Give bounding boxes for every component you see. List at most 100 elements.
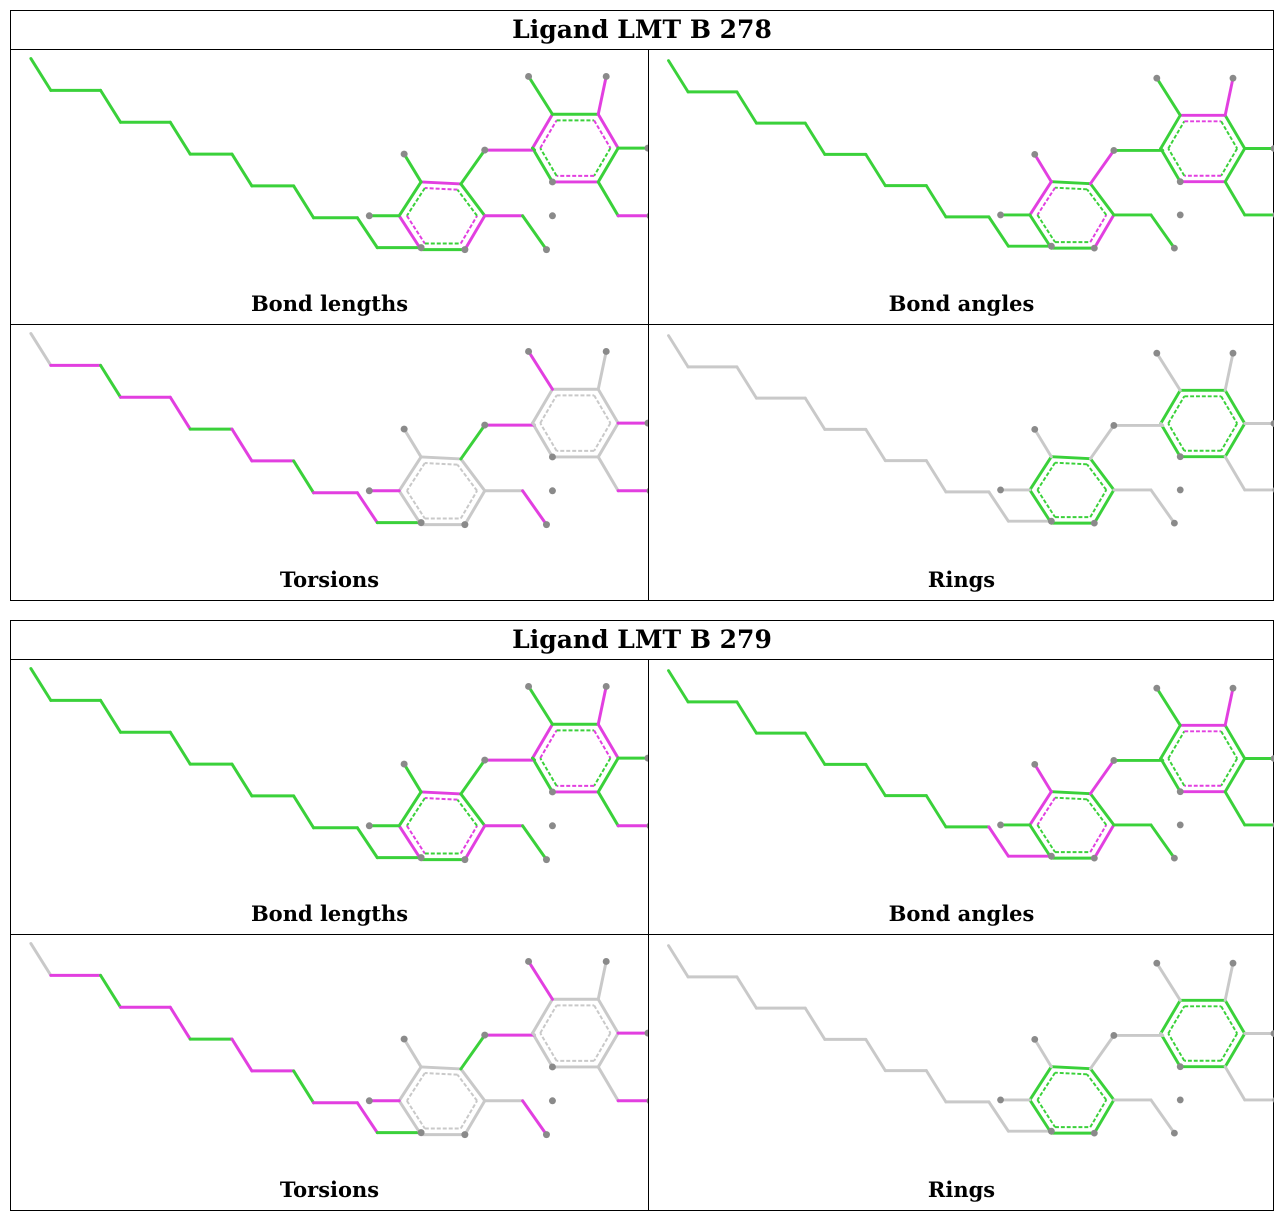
chain-bond: [355, 216, 379, 250]
ring-bond: [1223, 147, 1247, 184]
aromatic-bond: [1220, 730, 1238, 760]
atom-dot: [1176, 1063, 1184, 1071]
chain-bond: [924, 459, 948, 494]
panel-bond-lengths: Bond lengths: [11, 660, 649, 935]
chain-bond: [924, 794, 948, 829]
atom-dot: [602, 957, 610, 965]
substituent-bond: [596, 959, 608, 1001]
aromatic-bond: [1089, 824, 1108, 853]
aromatic-bond: [1220, 395, 1238, 425]
atom-dot: [1176, 178, 1184, 186]
chain-bond: [987, 490, 1010, 523]
molecule-diagram: [667, 59, 1274, 252]
substituent-bond: [596, 790, 620, 828]
aromatic-bond: [1036, 824, 1056, 853]
substituent-bond: [402, 427, 423, 459]
aromatic-bond: [1086, 188, 1108, 216]
ring-bond: [531, 146, 554, 184]
chain-bond: [168, 395, 192, 431]
molecule-diagram: [667, 669, 1274, 862]
atom-dot: [542, 1131, 550, 1139]
atom-dot: [1153, 684, 1161, 692]
substituent-bond: [1149, 488, 1176, 525]
substituent-bond: [521, 824, 548, 862]
substituent-bond: [1159, 1032, 1165, 1037]
panel-torsions: Torsions: [11, 935, 649, 1210]
panel-label: Bond lengths: [250, 291, 409, 316]
atom-dot: [1176, 1096, 1184, 1104]
substituent-bond: [1033, 1037, 1053, 1069]
substituent-bond: [1223, 961, 1235, 1002]
ring-bond: [1223, 723, 1247, 760]
substituent-bond: [459, 148, 487, 186]
aromatic-bond: [1220, 423, 1238, 452]
chain-bond: [735, 700, 758, 735]
aromatic-bond: [459, 215, 478, 245]
ring-bond: [397, 455, 423, 493]
atom-dot: [644, 144, 648, 152]
ring-bond: [531, 112, 554, 150]
ring-bond: [596, 146, 620, 184]
aromatic-bond: [1167, 758, 1186, 787]
chain-bond: [735, 365, 758, 400]
ring-bond: [459, 1067, 487, 1103]
ring-bond: [419, 1065, 463, 1071]
atom-dot: [644, 419, 648, 427]
ring-bond: [531, 387, 554, 425]
atom-dot: [548, 212, 556, 220]
chain-bond: [864, 762, 887, 798]
substituent-bond: [531, 756, 537, 762]
substituent-bond: [1159, 422, 1165, 427]
ring-bond: [1028, 823, 1053, 860]
atom-dot: [548, 453, 556, 461]
aromatic-bond: [456, 799, 478, 827]
substituent-bond: [1155, 76, 1182, 117]
substituent-bond: [402, 152, 423, 184]
ring-bond: [1028, 455, 1053, 492]
ring-bond: [459, 182, 487, 218]
ring-bond: [1223, 422, 1247, 459]
ring-bond: [531, 421, 554, 459]
ring-bond: [397, 214, 423, 252]
aromatic-bond: [406, 1072, 426, 1102]
atom-dot: [1047, 852, 1055, 860]
atom-dot: [1047, 242, 1055, 250]
substituent-bond: [459, 423, 487, 461]
substituent-bond: [521, 214, 548, 252]
atom-dot: [1170, 1129, 1178, 1137]
ring-bond: [1028, 180, 1053, 217]
ring-bond: [397, 1065, 423, 1103]
atom-dot: [481, 421, 489, 429]
chain-bond: [355, 826, 379, 860]
aromatic-bond: [539, 757, 558, 787]
panel-rings: Rings: [649, 325, 1274, 600]
aromatic-bond: [593, 757, 612, 787]
atom-dot: [1090, 519, 1098, 527]
ring-bond: [1028, 213, 1053, 250]
ring-bond: [596, 722, 620, 760]
chain-bond: [230, 152, 254, 188]
aromatic-bond: [539, 1004, 558, 1034]
substituent-bond: [459, 1033, 487, 1071]
aromatic-bond: [1167, 395, 1186, 425]
ring-bond: [1088, 182, 1116, 217]
aromatic-bond: [424, 187, 458, 191]
aromatic-bond: [1086, 463, 1108, 491]
aromatic-bond: [456, 464, 478, 492]
ring-bond: [1028, 790, 1053, 827]
atom-dot: [400, 1035, 408, 1043]
atom-dot: [548, 178, 556, 186]
atom-dot: [1110, 1032, 1118, 1039]
atom-dot: [1090, 1129, 1098, 1137]
aromatic-bond: [406, 797, 426, 827]
ligand-title: Ligand LMT B 279: [11, 621, 1273, 660]
atom-dot: [644, 754, 648, 762]
atom-dot: [461, 856, 469, 864]
aromatic-bond: [1054, 186, 1088, 191]
atom-dot: [417, 519, 425, 527]
aromatic-bond: [1086, 798, 1108, 826]
ring-bond: [1159, 422, 1182, 459]
substituent-bond: [402, 762, 423, 794]
substituent-bond: [1033, 762, 1053, 794]
ring-bond: [463, 214, 487, 252]
